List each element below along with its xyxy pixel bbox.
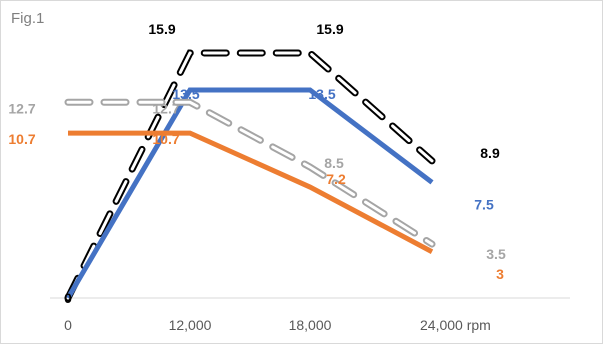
series-2-line-inner bbox=[66, 100, 434, 246]
series-1-label-1: 13.5 bbox=[172, 86, 199, 102]
series-3-label-1: 10.7 bbox=[152, 131, 179, 147]
origin-label: 0 bbox=[64, 290, 72, 306]
x-tick-label-2: 18,000 bbox=[289, 317, 332, 333]
series-0-line-inner bbox=[66, 51, 434, 300]
series-1-label-2: 13.5 bbox=[308, 86, 335, 102]
series-2-label-2: 8.5 bbox=[324, 155, 344, 171]
series-1-label-3: 7.5 bbox=[474, 196, 494, 212]
series-1-line bbox=[65, 87, 434, 300]
x-tick-label-1: 12,000 bbox=[169, 317, 212, 333]
series-3-label-2: 7.2 bbox=[326, 171, 346, 187]
figure-label: Fig.1 bbox=[11, 10, 45, 27]
series-0 bbox=[64, 49, 436, 302]
x-tick-label-3: 24,000 rpm bbox=[420, 317, 491, 333]
series-2-label-3: 3.5 bbox=[486, 246, 506, 262]
series-1 bbox=[65, 87, 434, 300]
series-3-line bbox=[68, 130, 434, 254]
series-layer bbox=[64, 49, 436, 302]
series-2-label-0: 12.7 bbox=[8, 100, 35, 116]
series-3-label-0: 10.7 bbox=[8, 131, 35, 147]
x-tick-layer: 0 12,000 18,000 24,000 rpm bbox=[64, 317, 491, 333]
series-3-label-3: 3 bbox=[496, 266, 504, 282]
series-0-label-2: 15.9 bbox=[316, 21, 343, 37]
x-tick-label-0: 0 bbox=[64, 317, 72, 333]
series-2 bbox=[64, 98, 436, 248]
series-0-label-1: 15.9 bbox=[148, 21, 175, 37]
data-label-layer: 15.9 15.9 8.9 13.5 13.5 7.5 12.7 12.7 8.5 3.5 10.7… bbox=[8, 21, 506, 306]
series-3 bbox=[68, 130, 434, 254]
series-2-label-1: 12.7 bbox=[152, 100, 179, 116]
series-0-label-3: 8.9 bbox=[480, 145, 500, 161]
